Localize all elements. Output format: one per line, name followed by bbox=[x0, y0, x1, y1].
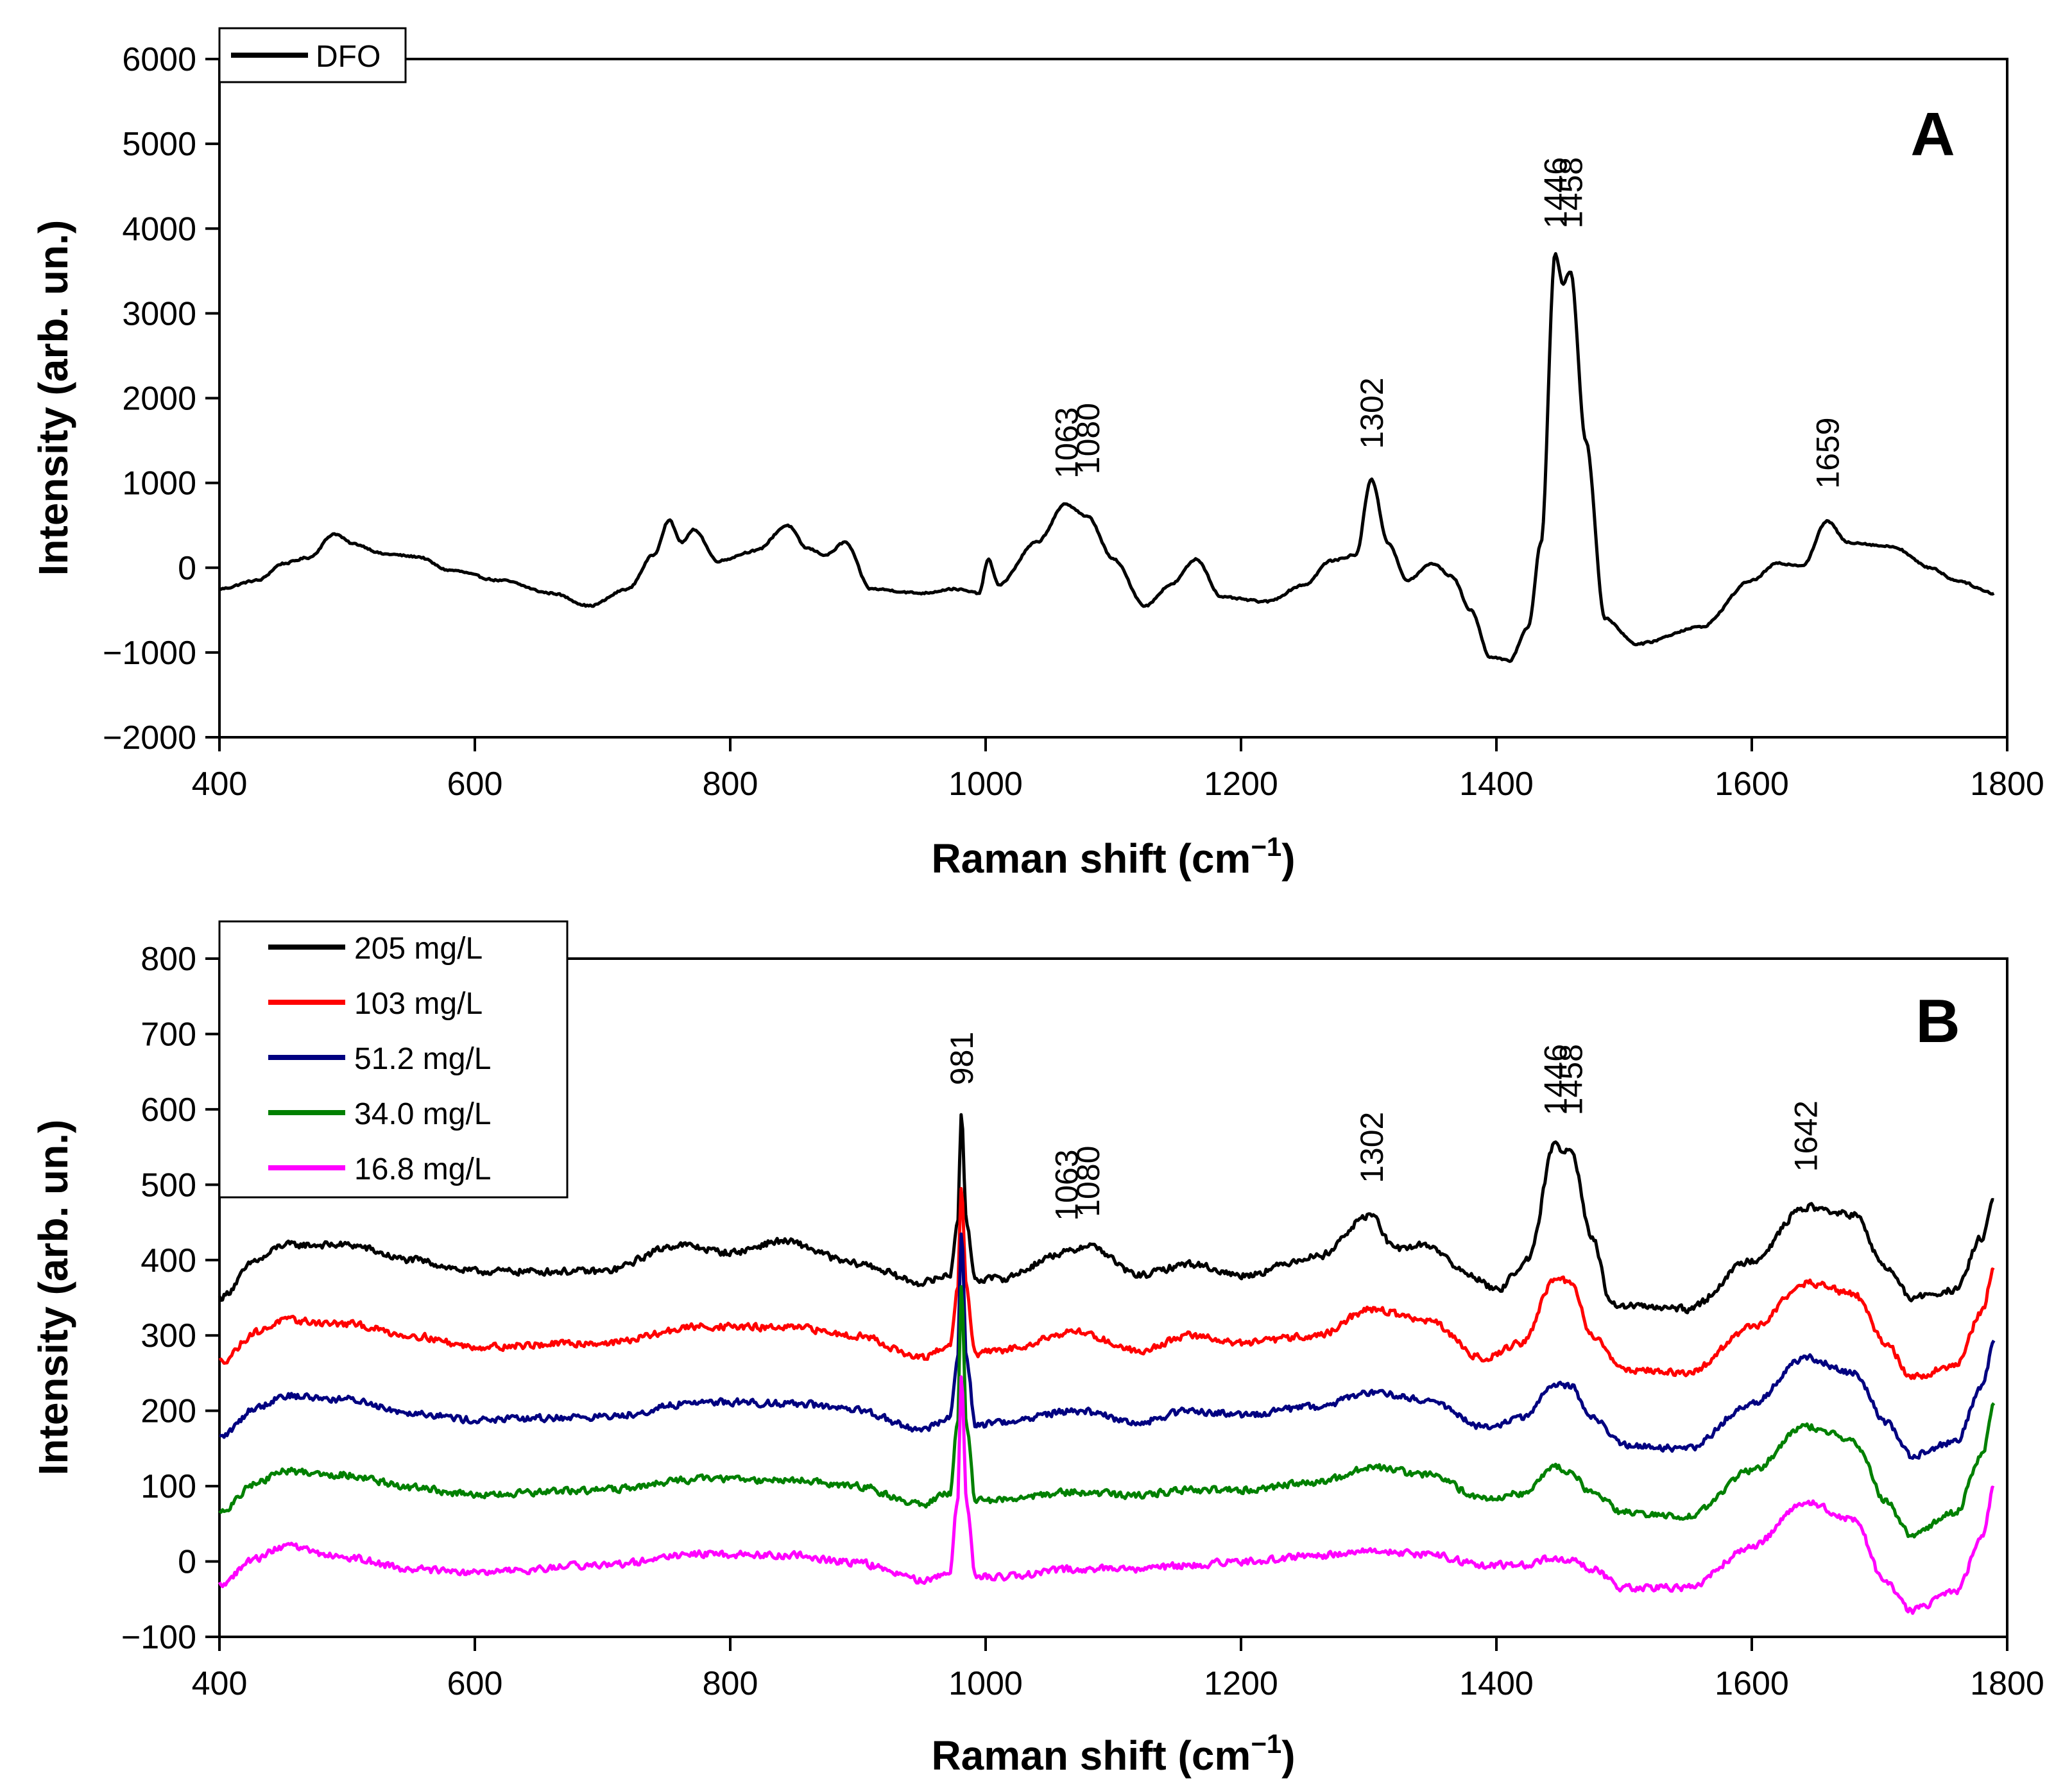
y-tick-label: 2000 bbox=[122, 380, 196, 418]
y-tick-label: 3000 bbox=[122, 295, 196, 332]
x-tick-label: 1600 bbox=[1715, 1665, 1789, 1702]
panel-b-x-axis: 400 600 800 1000 1200 1400 1600 1800 bbox=[192, 1637, 2044, 1702]
peak-label-1302: 1302 bbox=[1354, 377, 1390, 449]
peak-label-1642: 1642 bbox=[1788, 1100, 1824, 1172]
x-tick-label: 1000 bbox=[948, 765, 1023, 803]
y-tick-label: 1000 bbox=[122, 465, 196, 502]
panel-b-x-title: Raman shift (cm−1) bbox=[931, 1729, 1295, 1779]
y-tick-label: 6000 bbox=[122, 41, 196, 78]
legend-label-205: 205 mg/L bbox=[354, 932, 483, 966]
series-line-dfo bbox=[218, 252, 1995, 663]
peak-label-1302: 1302 bbox=[1354, 1112, 1390, 1183]
y-tick-label: 100 bbox=[141, 1468, 196, 1505]
series-line-16-8-mg-l bbox=[218, 1375, 1995, 1615]
y-tick-label: 200 bbox=[141, 1393, 196, 1430]
peak-label-1080: 1080 bbox=[1070, 403, 1106, 474]
panel-b-legend: 205 mg/L 103 mg/L 51.2 mg/L 34.0 mg/L 16… bbox=[218, 920, 569, 1199]
y-tick-label: 500 bbox=[141, 1167, 196, 1204]
y-tick-label: 0 bbox=[178, 1544, 196, 1581]
x-tick-label: 1000 bbox=[948, 1665, 1023, 1702]
x-tick-label: 1200 bbox=[1204, 765, 1278, 803]
panel-b-y-axis: −100 0 100 200 300 400 500 600 700 800 bbox=[121, 941, 219, 1656]
x-tick-label: 1800 bbox=[1970, 1665, 2044, 1702]
x-tick-label: 800 bbox=[703, 765, 758, 803]
x-tick-label: 1600 bbox=[1715, 765, 1789, 803]
y-tick-label: 700 bbox=[141, 1016, 196, 1053]
panel-b-series bbox=[218, 1113, 1996, 1615]
legend-label-103: 103 mg/L bbox=[354, 987, 483, 1021]
x-tick-label: 600 bbox=[447, 765, 503, 803]
peak-label-1446: 1446 bbox=[1538, 1044, 1574, 1115]
panel-a-plot-frame bbox=[218, 58, 2008, 739]
x-tick-label: 400 bbox=[192, 765, 248, 803]
x-tick-label: 1400 bbox=[1459, 765, 1534, 803]
peak-label-1458: 1458 bbox=[1553, 1044, 1589, 1115]
peak-label-1659: 1659 bbox=[1810, 417, 1845, 488]
panel-b: −100 0 100 200 300 400 500 600 700 800 400 600 800 1… bbox=[30, 920, 2044, 1779]
legend-label-34-0: 34.0 mg/L bbox=[354, 1097, 491, 1131]
x-tick-label: 1200 bbox=[1204, 1665, 1278, 1702]
x-tick-label: 400 bbox=[192, 1665, 248, 1702]
peak-label-1063: 1063 bbox=[1049, 407, 1084, 479]
peak-label-1446: 1446 bbox=[1538, 157, 1574, 228]
series-line-34-0-mg-l bbox=[218, 1285, 1996, 1539]
legend-label-51-2: 51.2 mg/L bbox=[354, 1042, 491, 1076]
x-tick-label: 1400 bbox=[1459, 1665, 1534, 1702]
y-tick-label: 800 bbox=[141, 941, 196, 978]
y-tick-label: 400 bbox=[141, 1242, 196, 1279]
y-tick-label: 600 bbox=[141, 1091, 196, 1129]
series-line-103-mg-l bbox=[218, 1186, 1995, 1380]
panel-a-y-title: Intensity (arb. un.) bbox=[30, 220, 76, 576]
panel-a-y-axis: −2000 −1000 0 1000 2000 3000 4000 5000 6000 bbox=[103, 41, 219, 757]
y-tick-label: −1000 bbox=[103, 635, 196, 672]
panel-a-series bbox=[218, 252, 1995, 663]
peak-label-1458: 1458 bbox=[1553, 157, 1589, 228]
series-line-205-mg-l bbox=[218, 1113, 1994, 1315]
y-tick-label: 300 bbox=[141, 1317, 196, 1355]
x-tick-label: 600 bbox=[447, 1665, 503, 1702]
peak-label-1080: 1080 bbox=[1070, 1146, 1106, 1217]
x-tick-label: 800 bbox=[703, 1665, 758, 1702]
panel-a-letter: A bbox=[1910, 100, 1955, 169]
panel-a-x-title: Raman shift (cm−1) bbox=[931, 832, 1295, 882]
y-tick-label: −100 bbox=[121, 1619, 196, 1656]
panel-b-letter: B bbox=[1915, 987, 1960, 1056]
y-tick-label: 5000 bbox=[122, 126, 196, 163]
panel-a-legend: DFO bbox=[218, 27, 407, 83]
series-line-51-2-mg-l bbox=[219, 1232, 1996, 1460]
y-tick-label: 4000 bbox=[122, 210, 196, 248]
legend-label-dfo: DFO bbox=[316, 40, 381, 74]
peak-label-1063: 1063 bbox=[1049, 1149, 1084, 1220]
x-tick-label: 1800 bbox=[1970, 765, 2044, 803]
panel-b-y-title: Intensity (arb. un.) bbox=[30, 1120, 76, 1476]
peak-label-981: 981 bbox=[944, 1032, 980, 1085]
panel-a-x-axis: 400 600 800 1000 1200 1400 1600 1800 bbox=[192, 737, 2044, 803]
y-tick-label: 0 bbox=[178, 550, 196, 587]
panel-a: −2000 −1000 0 1000 2000 3000 4000 5000 6000 400 6… bbox=[30, 27, 2044, 882]
legend-label-16-8: 16.8 mg/L bbox=[354, 1152, 491, 1186]
y-tick-label: −2000 bbox=[103, 719, 196, 757]
